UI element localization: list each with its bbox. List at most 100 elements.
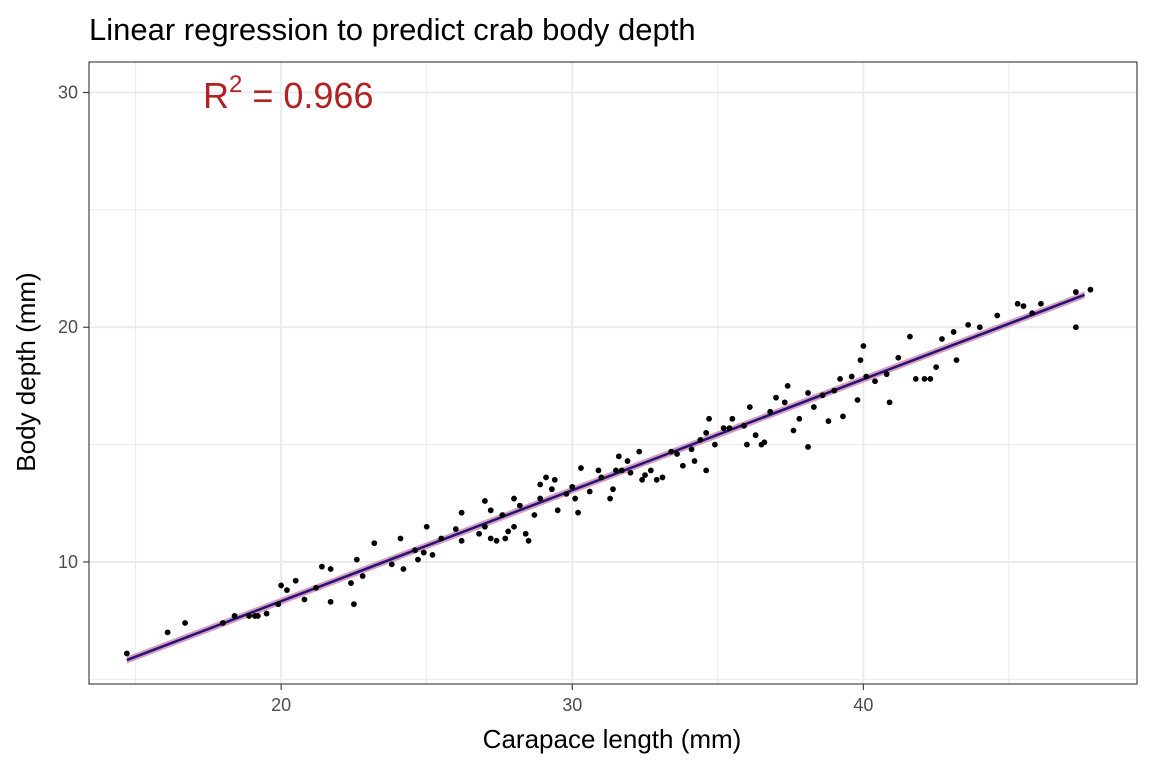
data-points: [123, 286, 1094, 657]
data-point: [752, 432, 759, 439]
data-point: [697, 436, 704, 443]
data-point: [636, 448, 643, 455]
data-point: [420, 549, 427, 556]
data-point: [647, 467, 654, 474]
data-point: [895, 354, 902, 361]
data-point: [569, 483, 576, 490]
data-point: [773, 394, 779, 401]
y-axis-title: Body depth (mm): [11, 272, 41, 471]
data-point: [796, 415, 803, 422]
data-point: [624, 458, 631, 464]
data-point: [1029, 310, 1036, 317]
data-point: [578, 465, 584, 471]
data-point: [487, 535, 494, 542]
plot-panel-border: [88, 61, 1138, 685]
data-point: [318, 563, 325, 570]
data-point: [327, 566, 334, 572]
data-point: [220, 620, 226, 626]
data-point: [292, 577, 299, 584]
data-point: [598, 474, 605, 481]
data-point: [397, 535, 404, 542]
data-point: [487, 507, 494, 514]
data-point: [516, 502, 523, 509]
data-point: [182, 620, 188, 626]
data-point: [933, 364, 940, 371]
data-point: [729, 415, 736, 422]
data-point: [1072, 324, 1079, 331]
data-point: [164, 629, 171, 636]
data-point: [819, 392, 826, 399]
data-point: [429, 552, 436, 558]
data-point: [726, 425, 733, 432]
data-point: [537, 495, 544, 502]
y-tick-label: 10: [58, 552, 78, 572]
data-point: [423, 523, 430, 530]
data-point: [688, 446, 695, 453]
grid: [89, 62, 1137, 684]
data-point: [805, 390, 811, 396]
data-point: [502, 535, 509, 542]
data-point: [551, 476, 558, 483]
data-point: [703, 429, 710, 436]
data-point: [761, 439, 768, 446]
data-point: [613, 467, 619, 474]
data-point: [525, 537, 532, 544]
data-point: [482, 523, 488, 530]
data-point: [615, 453, 622, 460]
data-point: [825, 418, 832, 425]
data-point: [950, 329, 957, 335]
axis-ticks: 20 30 40 10 20 30: [58, 83, 873, 715]
data-point: [703, 467, 710, 474]
data-point: [458, 509, 465, 516]
data-point: [805, 444, 811, 450]
data-point: [231, 613, 238, 619]
data-point: [767, 408, 774, 415]
data-point: [668, 448, 675, 455]
data-point: [840, 413, 846, 420]
data-point: [400, 566, 407, 572]
data-point: [720, 425, 727, 432]
data-point: [499, 512, 506, 518]
data-point: [741, 422, 747, 429]
data-point: [1020, 303, 1027, 310]
data-point: [476, 530, 482, 537]
chart-title: Linear regression to predict crab body d…: [89, 12, 696, 47]
data-point: [278, 582, 285, 589]
data-point: [1072, 289, 1079, 295]
x-axis-title: Carapace length (mm): [483, 724, 742, 754]
data-point: [575, 509, 581, 516]
data-point: [886, 399, 893, 406]
data-point: [711, 441, 718, 448]
data-point: [848, 373, 855, 380]
data-point: [907, 333, 913, 340]
data-point: [1038, 300, 1044, 307]
data-point: [348, 580, 354, 586]
data-point: [388, 561, 395, 568]
data-point: [458, 537, 465, 544]
data-point: [284, 587, 290, 594]
data-point: [359, 573, 366, 579]
data-point: [639, 476, 646, 483]
data-point: [537, 481, 544, 488]
data-point: [659, 474, 666, 481]
data-point: [939, 336, 945, 342]
data-point: [543, 474, 549, 481]
data-point: [921, 375, 928, 382]
data-point: [618, 467, 625, 474]
data-point: [586, 488, 593, 495]
data-point: [790, 427, 797, 434]
data-point: [653, 476, 660, 483]
data-point: [572, 495, 579, 502]
data-point: [994, 312, 1001, 319]
data-point: [263, 610, 270, 617]
data-point: [927, 375, 934, 382]
data-point: [482, 498, 488, 504]
data-point: [976, 324, 983, 331]
r-squared-annotation: R2 = 0.966: [203, 71, 373, 116]
data-point: [831, 387, 838, 394]
data-point: [595, 467, 602, 474]
data-point: [810, 404, 817, 410]
data-point: [679, 462, 686, 469]
data-point: [784, 383, 791, 389]
